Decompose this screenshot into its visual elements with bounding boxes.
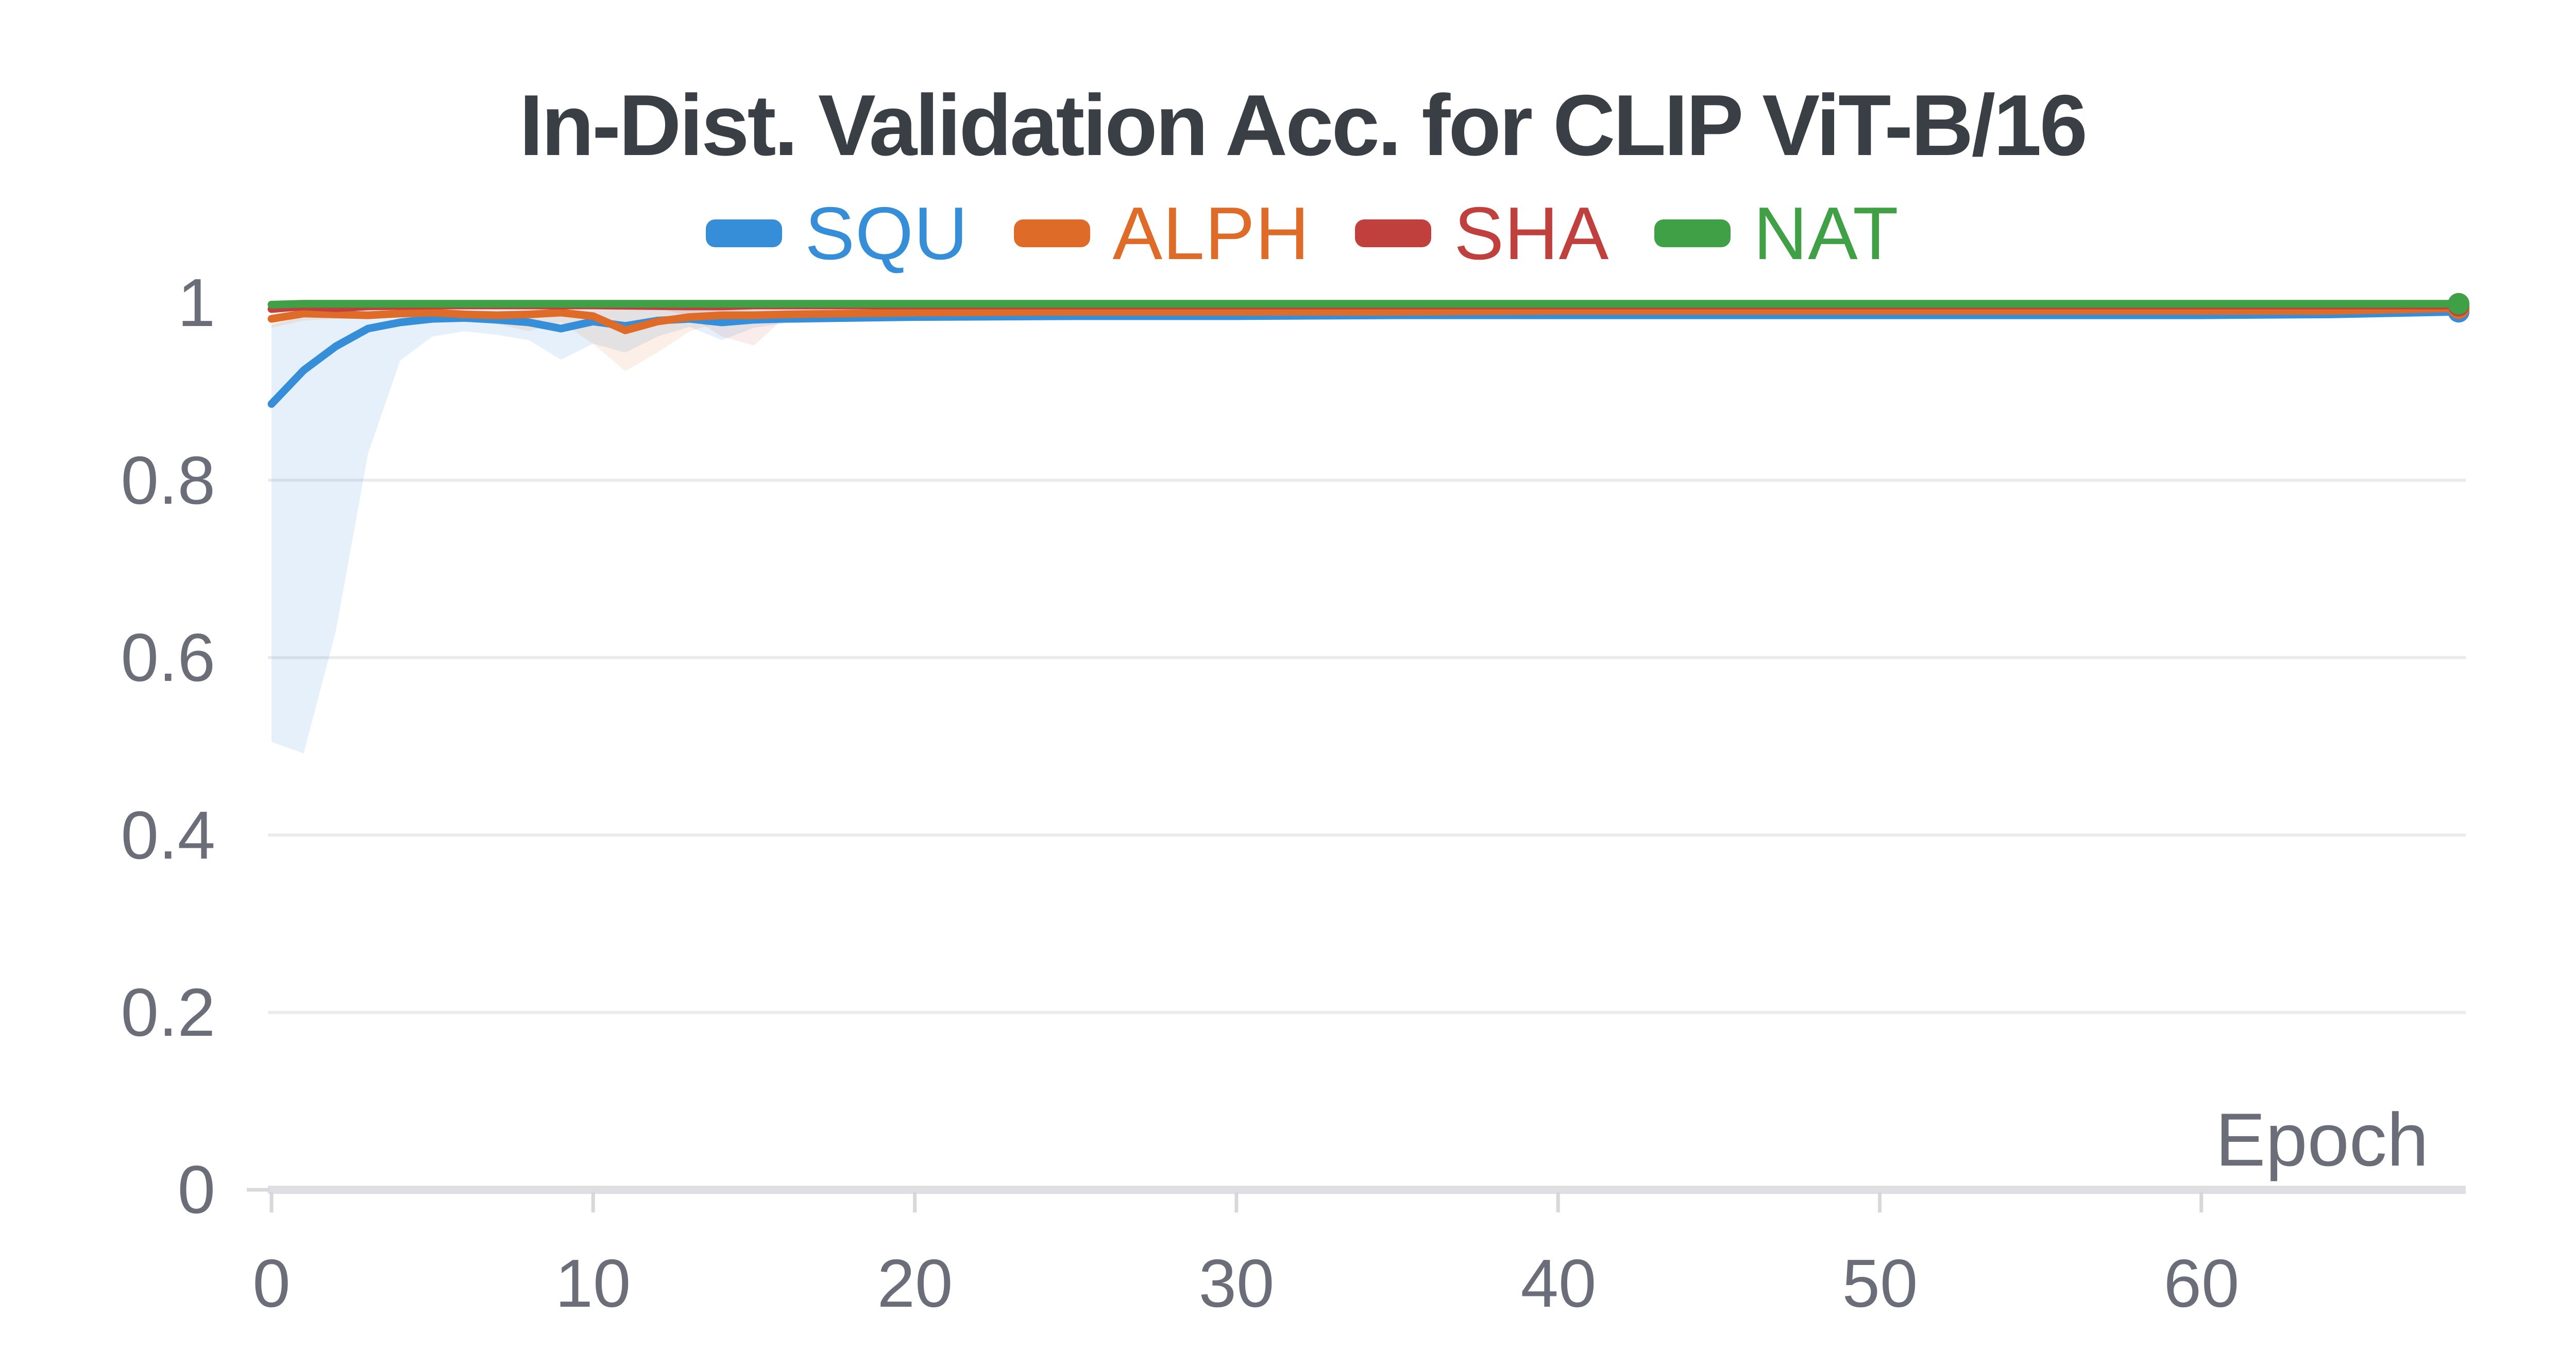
legend-swatch-sha <box>1355 219 1432 247</box>
x-tick-label: 20 <box>877 1245 953 1321</box>
legend-label-squ: SQU <box>805 192 969 275</box>
series-line-squ <box>267 307 2463 408</box>
x-tick-label: 0 <box>252 1245 291 1321</box>
y-tick-label: 0.2 <box>121 974 216 1050</box>
legend-item-squ: SQU <box>706 192 969 275</box>
legend-item-nat: NAT <box>1654 192 1899 275</box>
x-tick-label: 40 <box>1520 1245 1597 1321</box>
chart-title: In-Dist. Validation Acc. for CLIP ViT-B/… <box>519 77 2088 174</box>
legend-label-nat: NAT <box>1753 192 1899 275</box>
end-marker-nat <box>2448 293 2470 315</box>
x-tick-label: 30 <box>1198 1245 1275 1321</box>
confidence-band-squ <box>272 309 2459 754</box>
x-tick-label: 60 <box>2163 1245 2240 1321</box>
y-tick-label: 1 <box>177 265 215 340</box>
legend-swatch-alph <box>1013 219 1090 247</box>
legend-item-sha: SHA <box>1355 192 1609 275</box>
legend-label-alph: ALPH <box>1112 192 1310 275</box>
y-tick-label: 0 <box>177 1152 215 1227</box>
x-tick-label: 10 <box>555 1245 631 1321</box>
legend-label-sha: SHA <box>1454 192 1609 275</box>
series-line-nat <box>267 300 2463 309</box>
legend-item-alph: ALPH <box>1013 192 1310 275</box>
series-line-alph <box>267 304 2463 334</box>
x-axis-title: Epoch <box>2215 1098 2429 1182</box>
y-tick-label: 0.4 <box>121 797 216 873</box>
legend-swatch-squ <box>706 219 783 247</box>
x-tick-label: 50 <box>1842 1245 1918 1321</box>
y-tick-label: 0.6 <box>121 620 216 695</box>
legend: SQU ALPH SHA NAT <box>0 192 2576 275</box>
legend-swatch-nat <box>1654 219 1731 247</box>
y-tick-label: 0.8 <box>121 442 216 518</box>
